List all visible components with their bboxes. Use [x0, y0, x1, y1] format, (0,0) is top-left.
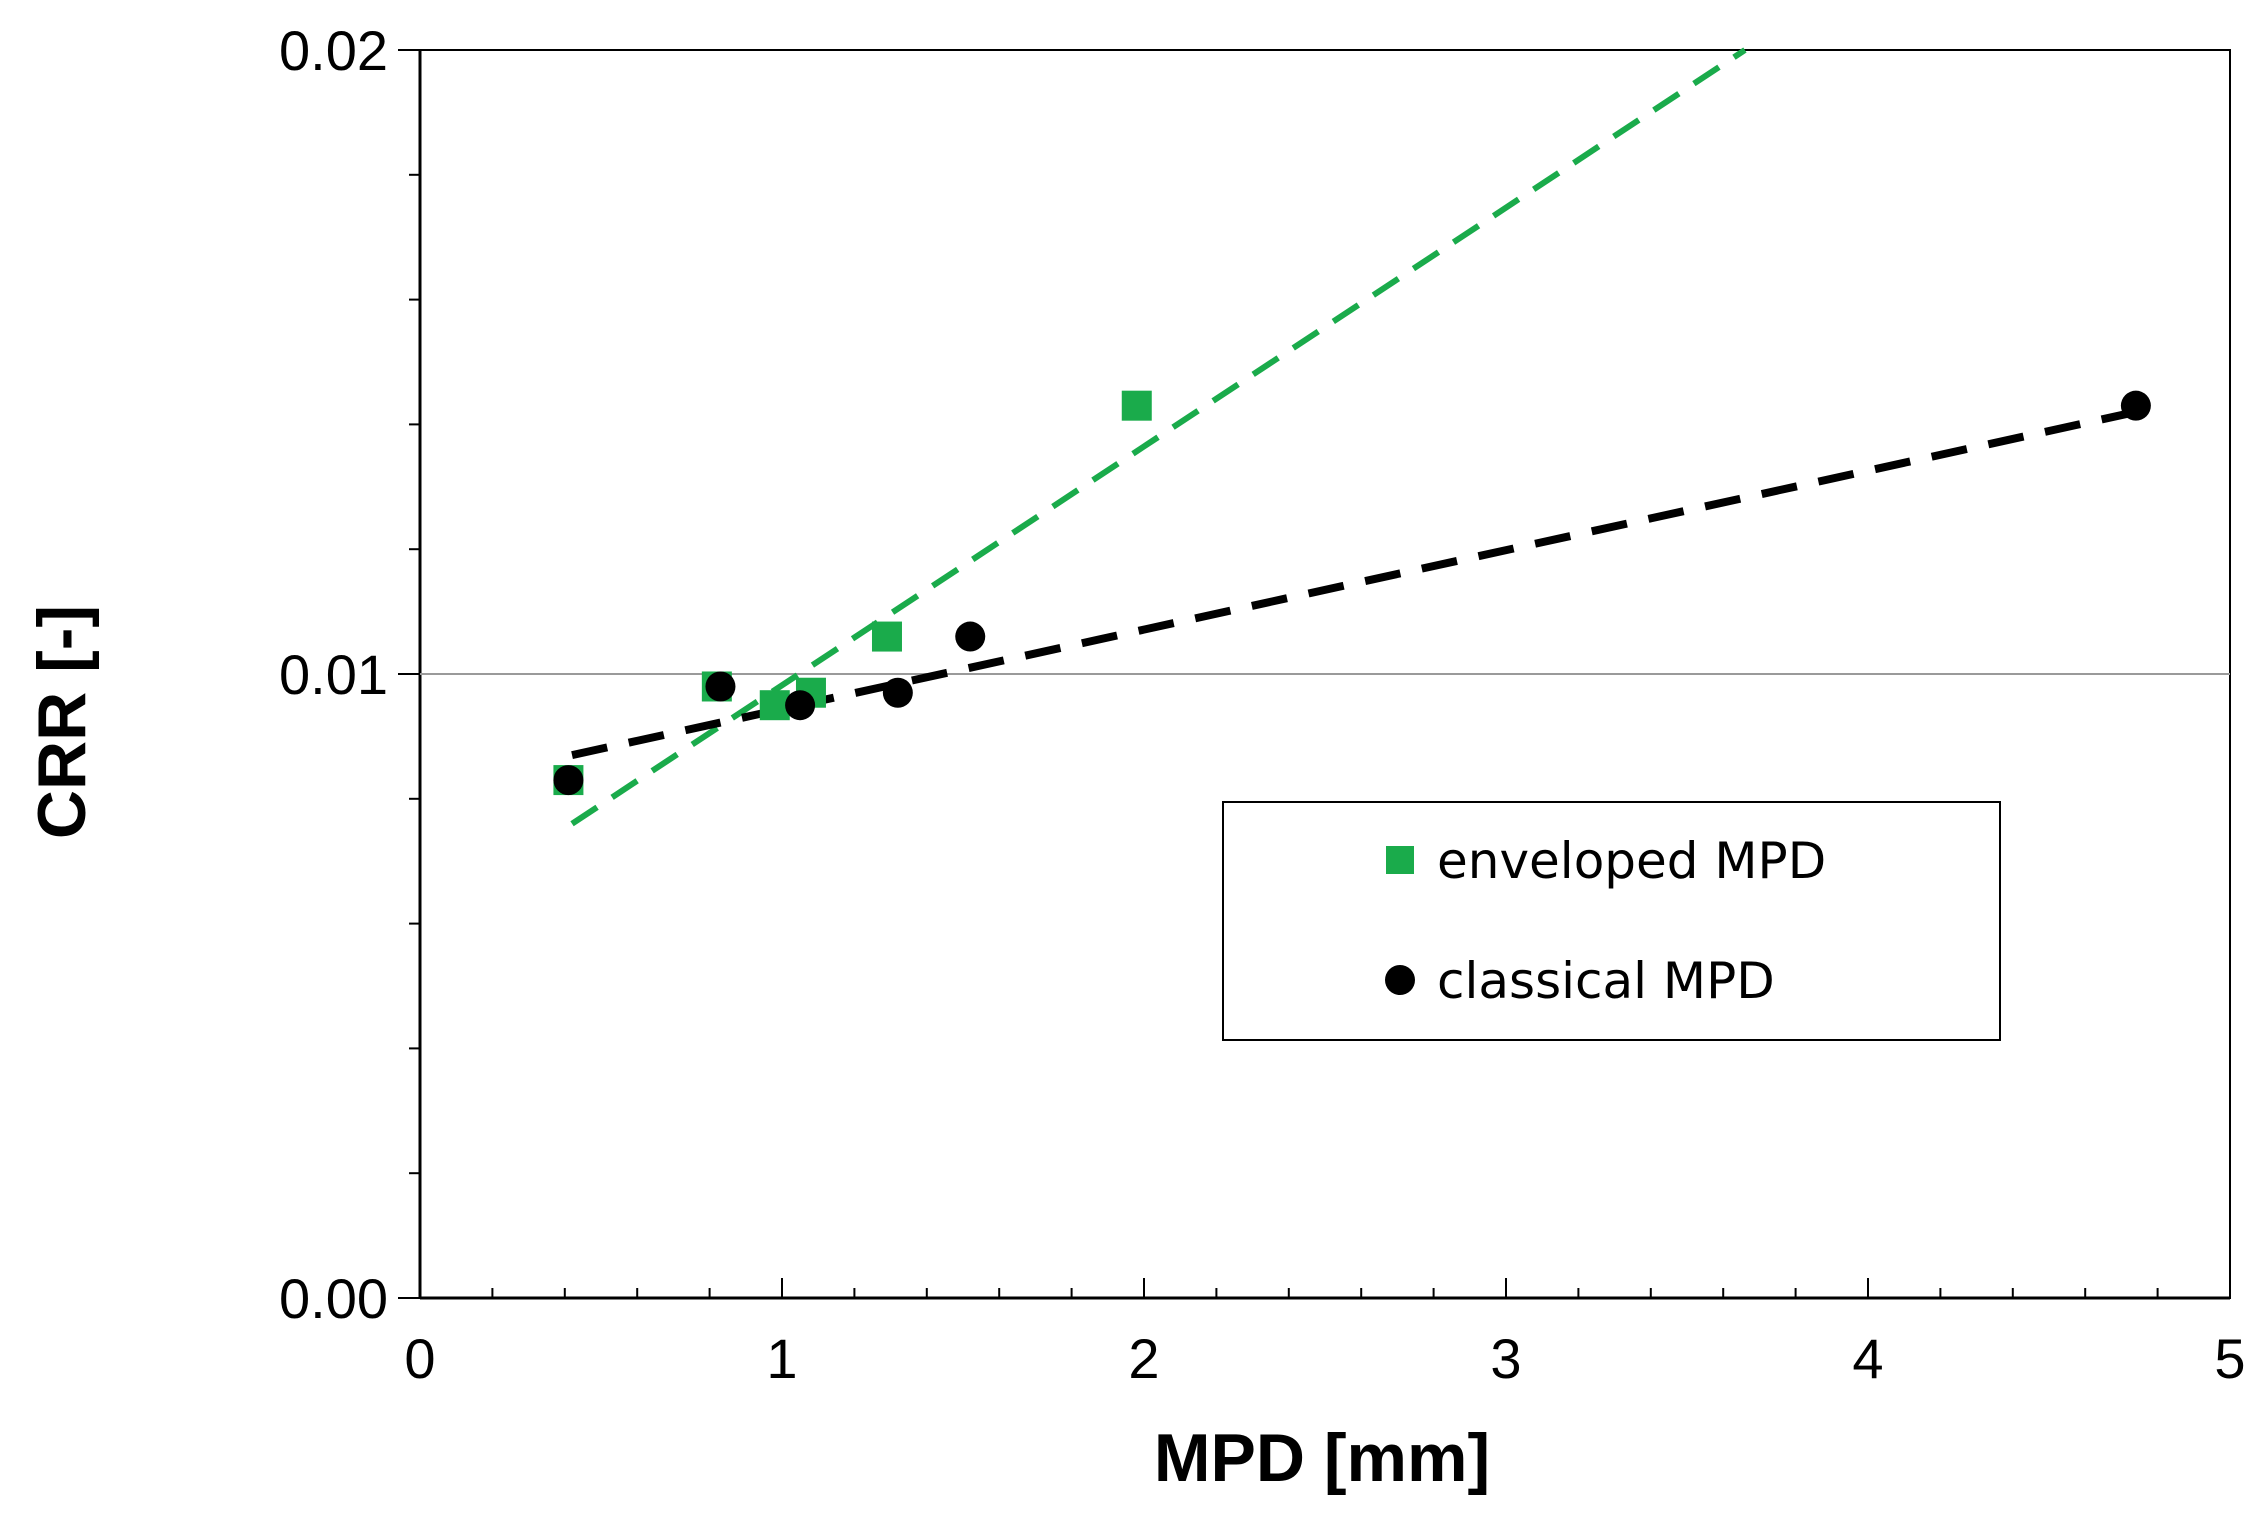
axis-ticks [398, 49, 2231, 1299]
y-tick-label-0: 0.00 [279, 1267, 388, 1330]
y-tick-label-2: 0.02 [279, 19, 388, 82]
point-classical-2 [785, 690, 816, 721]
y-axis-title: CRR [-] [24, 605, 100, 839]
legend-marker-enveloped [1386, 846, 1414, 874]
trendlines [570, 47, 2137, 827]
data-points [553, 390, 2151, 796]
point-enveloped-4 [871, 621, 902, 652]
tick-labels: 0 1 2 3 4 5 0.00 0.01 0.02 [279, 19, 2246, 1390]
point-classical-0 [553, 765, 584, 796]
x-tick-label-5: 5 [2214, 1327, 2245, 1390]
point-classical-1 [705, 671, 736, 702]
point-enveloped-5 [1121, 390, 1152, 421]
point-classical-3 [882, 677, 913, 708]
legend-label-classical: classical MPD [1437, 952, 1775, 1010]
y-tick-label-1: 0.01 [279, 643, 388, 706]
x-axis-title: MPD [mm] [1154, 1420, 1490, 1496]
trendline-enveloped [570, 47, 1747, 827]
x-tick-label-0: 0 [404, 1327, 435, 1390]
legend-marker-classical [1385, 965, 1415, 995]
point-classical-5 [2120, 390, 2151, 421]
legend-label-enveloped: enveloped MPD [1437, 832, 1826, 890]
x-tick-label-2: 2 [1128, 1327, 1159, 1390]
x-tick-label-3: 3 [1490, 1327, 1521, 1390]
legend-box [1222, 801, 2001, 1041]
legend: enveloped MPD classical MPD [1222, 801, 2001, 1041]
x-tick-label-4: 4 [1852, 1327, 1883, 1390]
trendline-classical [571, 408, 2137, 760]
x-tick-label-1: 1 [766, 1327, 797, 1390]
point-classical-4 [955, 621, 986, 652]
point-enveloped-2 [759, 690, 790, 721]
